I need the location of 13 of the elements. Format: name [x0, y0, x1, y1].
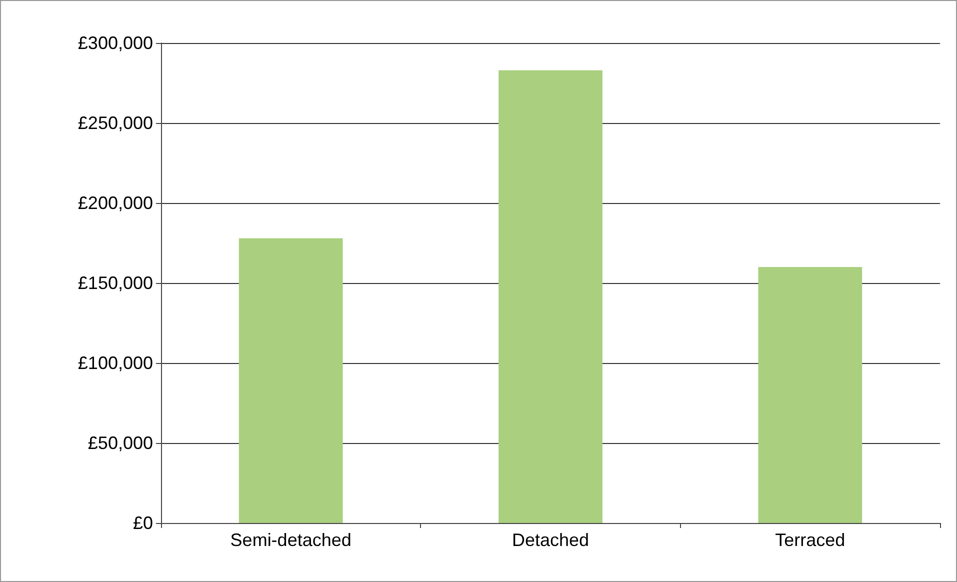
x-tick-label: Detached — [512, 530, 590, 550]
y-tick-label: £50,000 — [88, 433, 153, 453]
y-tick-label: £250,000 — [78, 113, 153, 133]
bar — [498, 70, 602, 523]
x-tick-label: Semi-detached — [230, 530, 352, 550]
bar — [238, 238, 343, 523]
y-tick-label: £300,000 — [78, 33, 153, 53]
y-tick-label: £150,000 — [78, 273, 153, 293]
y-tick-label: £0 — [132, 513, 153, 533]
y-tick-label: £100,000 — [78, 353, 153, 373]
y-tick-label: £200,000 — [78, 193, 153, 213]
x-tick-label: Terraced — [775, 530, 846, 550]
bar — [758, 267, 862, 523]
